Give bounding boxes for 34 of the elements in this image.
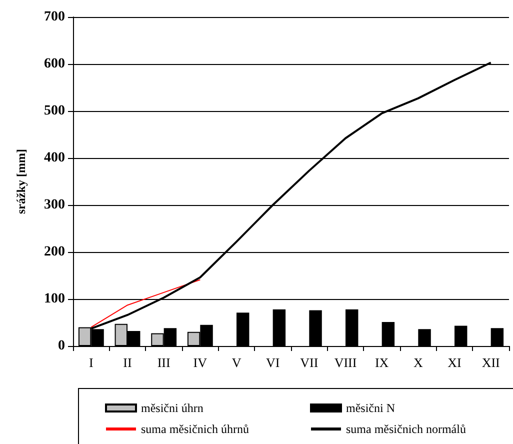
legend-label: měsični úhrn xyxy=(141,401,204,415)
x-tick-label: VII xyxy=(300,355,318,370)
legend-label: suma měsičnich úhrnů xyxy=(141,422,249,436)
bar xyxy=(346,309,358,346)
bar xyxy=(236,312,250,346)
x-tick-label: IX xyxy=(374,355,390,370)
y-tick-label: 700 xyxy=(44,10,65,24)
bar xyxy=(309,310,322,346)
y-tick-label: 300 xyxy=(44,198,65,212)
x-tick-label: XI xyxy=(448,355,462,370)
y-axis-title: srážky [mm] xyxy=(14,149,28,214)
x-tick-label: V xyxy=(232,355,242,370)
bar xyxy=(272,309,286,346)
x-tick-label: I xyxy=(88,355,94,370)
x-tick-label: VI xyxy=(266,355,280,370)
y-tick-label: 500 xyxy=(44,104,65,118)
y-tick-label: 100 xyxy=(44,292,65,306)
x-tick-label: XII xyxy=(482,355,500,370)
bar xyxy=(418,329,431,346)
legend-label: měsični N xyxy=(346,401,396,415)
legend-label: suma měsičnich normálů xyxy=(346,422,466,436)
x-tick-label: II xyxy=(123,355,132,370)
x-tick-label: IV xyxy=(193,355,208,370)
bar xyxy=(454,326,468,346)
x-tick-label: X xyxy=(413,355,424,370)
line-series xyxy=(90,279,201,328)
x-tick-label: VIII xyxy=(334,355,357,370)
y-tick-label: 600 xyxy=(44,56,65,72)
y-tick-label: 200 xyxy=(44,244,65,260)
y-tick-label: 400 xyxy=(44,150,65,166)
bar xyxy=(490,328,504,346)
y-tick-label: 0 xyxy=(58,338,65,354)
bar xyxy=(382,322,395,346)
x-tick-label: III xyxy=(157,355,170,370)
